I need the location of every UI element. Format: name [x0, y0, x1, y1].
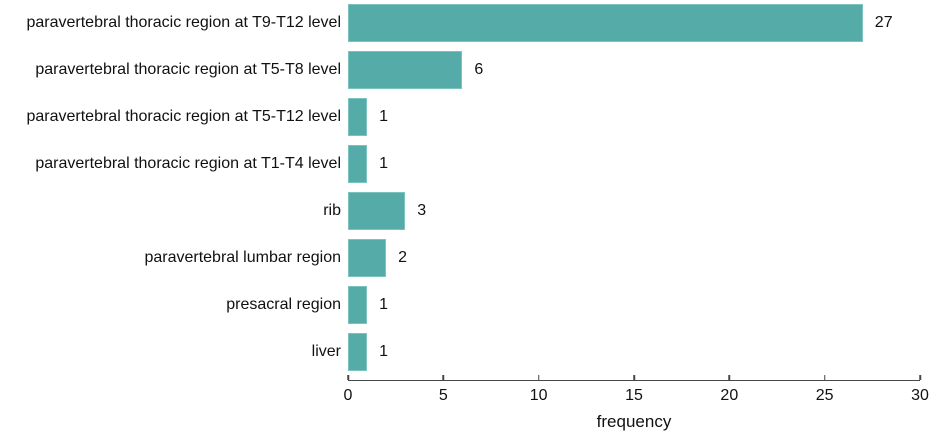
bar: [348, 51, 463, 89]
bar-row: paravertebral thoracic region at T5-T8 l…: [0, 51, 935, 89]
bar: [348, 333, 368, 371]
bar-area: 1: [348, 145, 920, 183]
x-axis-tick: [919, 375, 921, 380]
category-label: paravertebral thoracic region at T5-T12 …: [26, 108, 341, 125]
x-axis-tick: [728, 375, 731, 380]
value-label: 6: [474, 61, 484, 78]
bar-row: paravertebral lumbar region 2: [0, 239, 935, 277]
bar: [348, 192, 406, 230]
x-axis-tick-label: 5: [438, 387, 448, 404]
category-label: paravertebral thoracic region at T9-T12 …: [26, 14, 341, 31]
value-label: 1: [379, 155, 388, 172]
value-label: 27: [874, 14, 893, 31]
bar-area: 3: [348, 192, 920, 230]
bar: [348, 4, 863, 42]
bar-row: liver 1: [0, 333, 935, 371]
x-axis-tick-label: 15: [625, 387, 643, 404]
x-axis-tick-label: 20: [720, 387, 739, 404]
value-label: 2: [398, 249, 408, 266]
value-label: 3: [417, 202, 427, 219]
bar: [348, 145, 368, 183]
x-axis-tick: [823, 375, 826, 380]
bar-area: 27: [348, 4, 920, 42]
bar: [348, 239, 387, 277]
bar-rows: paravertebral thoracic region at T9-T12 …: [0, 4, 935, 371]
category-label: paravertebral thoracic region at T5-T8 l…: [35, 61, 341, 78]
x-axis-tick-label: 10: [529, 387, 548, 404]
category-label: paravertebral lumbar region: [144, 249, 341, 266]
bar-area: 2: [348, 239, 920, 277]
x-axis-tick: [347, 375, 349, 380]
bar-row: paravertebral thoracic region at T5-T12 …: [0, 98, 935, 136]
x-axis-title: frequency: [596, 412, 672, 431]
x-axis: frequency 0 5 10 15 20 25 30: [344, 375, 929, 436]
x-axis-tick: [537, 375, 540, 380]
bar: [348, 286, 368, 324]
bar-row: paravertebral thoracic region at T9-T12 …: [0, 4, 935, 42]
x-axis-tick-label: 30: [911, 387, 929, 404]
category-label: rib: [323, 202, 341, 219]
bar-area: 6: [348, 51, 920, 89]
x-axis-tick-label: 0: [343, 387, 353, 404]
value-label: 1: [379, 296, 388, 313]
x-axis-tick: [442, 375, 445, 380]
bar-row: rib 3: [0, 192, 935, 230]
value-label: 1: [379, 108, 388, 125]
x-axis-tick: [633, 375, 635, 380]
category-label: paravertebral thoracic region at T1-T4 l…: [35, 155, 341, 172]
bar-row: paravertebral thoracic region at T1-T4 l…: [0, 145, 935, 183]
bar-area: 1: [348, 98, 920, 136]
x-axis-tick-label: 25: [815, 387, 834, 404]
bar-area: 1: [348, 286, 920, 324]
category-label: liver: [311, 343, 341, 360]
bar: [348, 98, 368, 136]
bar-area: 1: [348, 333, 920, 371]
x-axis-line: [348, 380, 920, 381]
value-label: 1: [379, 343, 388, 360]
bar-row: presacral region 1: [0, 286, 935, 324]
category-label: presacral region: [226, 296, 341, 313]
